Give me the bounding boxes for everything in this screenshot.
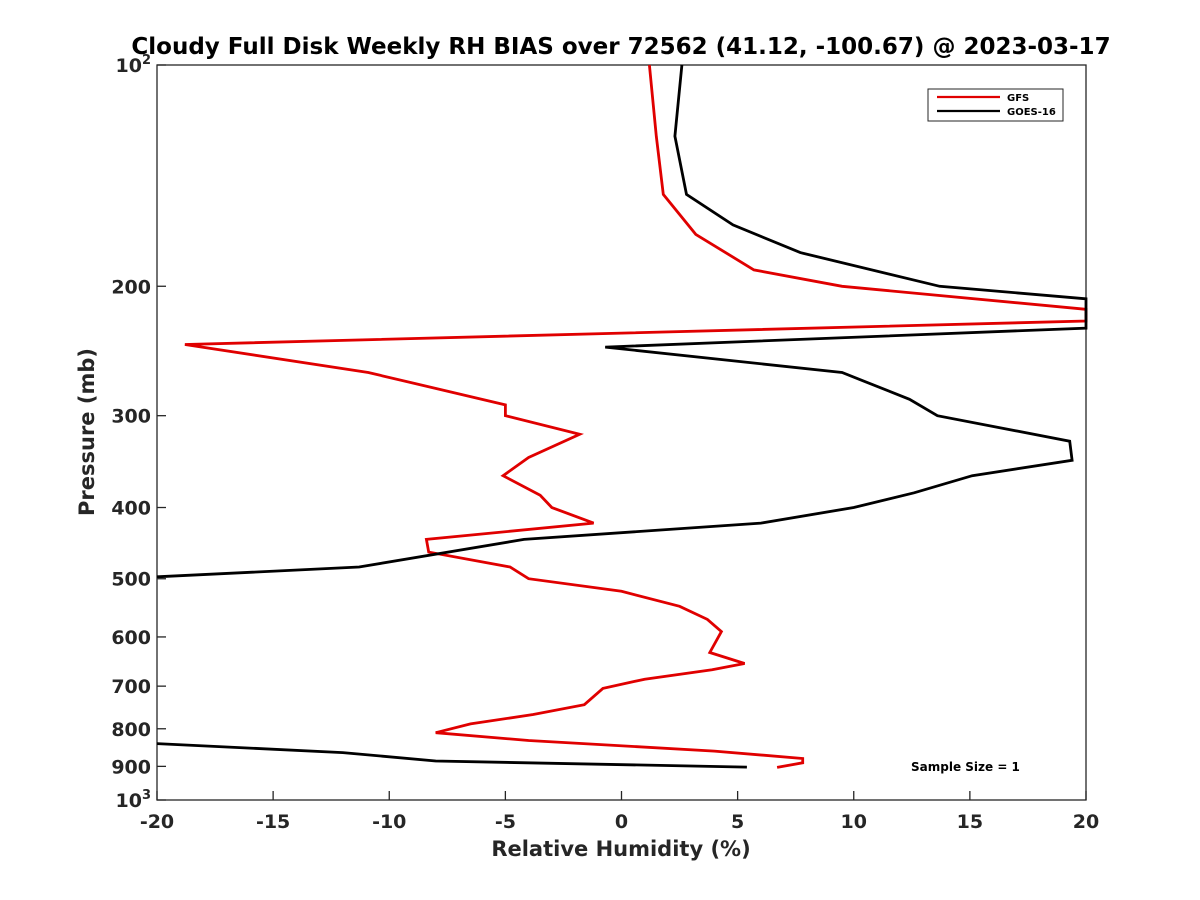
y-axis-label: Pressure (mb): [75, 348, 99, 516]
sample-size-annotation: Sample Size = 1: [911, 760, 1020, 774]
x-tick-label: 20: [1073, 811, 1099, 833]
legend-box: [927, 88, 1064, 122]
y-tick-label: 300: [111, 406, 151, 428]
x-tick-label: -10: [372, 811, 406, 833]
legend-label-goes16: GOES-16: [1007, 107, 1056, 118]
x-tick-label: -5: [495, 811, 516, 833]
x-axis-label: Relative Humidity (%): [491, 837, 750, 861]
y-axis: 102 200 300 400 500 600 700 800 900 103: [111, 53, 166, 812]
x-axis: -20 -15 -10 -5 0 5 10 15 20: [140, 791, 1099, 833]
y-tick-label: 600: [111, 627, 151, 649]
x-tick-label: 10: [841, 811, 867, 833]
plot-area: [156, 64, 1088, 801]
x-tick-label: -20: [140, 811, 174, 833]
legend: GFS GOES-16: [927, 88, 1064, 122]
y-tick-label: 900: [111, 756, 151, 778]
x-tick-label: 15: [957, 811, 983, 833]
y-tick-label: 500: [111, 569, 151, 591]
y-tick-label: 102: [116, 53, 152, 77]
y-tick-label: 800: [111, 719, 151, 741]
chart-title: Cloudy Full Disk Weekly RH BIAS over 725…: [131, 34, 1110, 60]
legend-label-gfs: GFS: [1007, 93, 1029, 104]
series-layer: [156, 64, 1088, 769]
x-tick-label: -15: [256, 811, 290, 833]
x-tick-label: 5: [731, 811, 744, 833]
x-tick-label: 0: [615, 811, 628, 833]
series-line-goes16: [156, 64, 1088, 769]
y-tick-label: 200: [111, 276, 151, 298]
plot-frame: [156, 64, 1087, 801]
y-tick-label: 700: [111, 676, 151, 698]
y-tick-label: 103: [116, 788, 152, 812]
y-tick-label: 400: [111, 498, 151, 520]
